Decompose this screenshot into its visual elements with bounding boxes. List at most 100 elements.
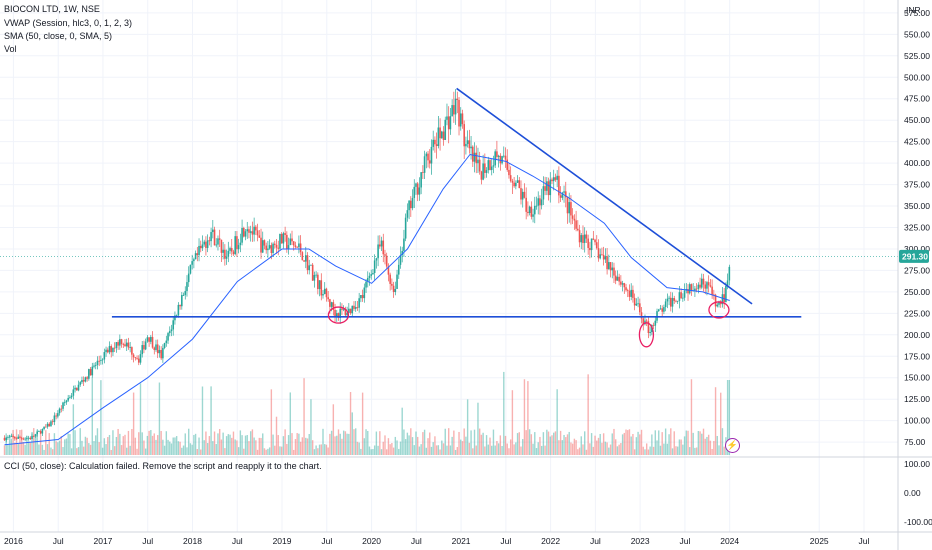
volume-bar	[67, 433, 69, 455]
candle-body	[504, 155, 507, 160]
lightning-icon[interactable]: ⚡	[725, 438, 740, 453]
candle-body	[14, 436, 16, 439]
volume-bar	[584, 431, 586, 455]
price-tick-label: 200.00	[904, 330, 930, 340]
volume-bar	[107, 437, 109, 455]
volume-bar	[272, 434, 274, 455]
candle-body	[82, 380, 85, 382]
volume-bar	[451, 436, 453, 455]
price-tick-label: 550.00	[904, 29, 930, 39]
volume-bar	[112, 430, 114, 455]
volume-bar	[416, 436, 419, 455]
price-tick-label: 575.00	[904, 8, 930, 18]
candles	[3, 89, 731, 443]
volume-bar	[93, 441, 95, 455]
candle-body	[446, 116, 448, 120]
candle-body	[22, 438, 25, 440]
candle-body	[422, 172, 424, 173]
candle-body	[694, 288, 696, 291]
volume-bar	[301, 437, 304, 455]
volume-bar	[387, 438, 390, 455]
candle-body	[589, 247, 591, 251]
volume-bar	[678, 439, 681, 455]
volume-bar	[553, 432, 555, 455]
candle-body	[497, 155, 500, 157]
volume-bar	[439, 449, 441, 455]
volume-bar	[356, 441, 359, 455]
volume-bar	[565, 437, 567, 455]
candle-body	[335, 313, 338, 317]
candle-body	[394, 288, 397, 293]
volume-bar	[394, 436, 397, 455]
volume-bar	[480, 434, 483, 455]
volume-bar	[141, 432, 143, 455]
candle-body	[148, 337, 150, 342]
candle-body	[206, 240, 209, 248]
candle-body	[175, 315, 178, 317]
symbol-title[interactable]: BIOCON LTD, 1W, NSE	[4, 4, 100, 14]
indicator-sma[interactable]: SMA (50, close, 0, SMA, 5)	[4, 31, 113, 41]
volume-bar	[723, 446, 725, 455]
volume-bar	[151, 435, 154, 455]
volume-bar	[155, 439, 157, 455]
volume-bar	[148, 430, 150, 455]
time-axis[interactable]: 2016 Jul 2017 Jul 2018 Jul 2019 Jul 2020 Jul 2021 J…	[4, 536, 870, 546]
volume-bar	[291, 433, 293, 455]
candle-body	[294, 245, 297, 247]
volume-bar	[348, 433, 350, 455]
volume-bar	[594, 435, 596, 455]
volume-bar	[460, 439, 462, 455]
candle-body	[568, 202, 571, 214]
candle-body	[640, 312, 643, 319]
candle-body	[137, 358, 140, 363]
volume-bar	[429, 432, 431, 455]
indicator-vol[interactable]: Vol	[4, 44, 17, 54]
volume-bar	[434, 436, 436, 455]
volume-bar	[637, 431, 639, 455]
volume-bar	[139, 383, 142, 455]
candle-body	[571, 215, 574, 219]
volume-bar	[601, 442, 603, 455]
candle-body	[284, 233, 286, 235]
candle-body	[10, 435, 13, 437]
volume-bar	[7, 444, 9, 455]
candle-body	[191, 261, 193, 265]
candle-body	[24, 438, 26, 440]
volume-bar	[134, 437, 137, 455]
candle-body	[702, 278, 705, 285]
candle-body	[668, 297, 670, 299]
volume-bar	[189, 443, 192, 455]
drawings[interactable]	[111, 87, 802, 348]
volume-bar	[27, 441, 30, 455]
volume-bar	[642, 446, 644, 455]
candle-body	[196, 253, 199, 256]
volume-bar	[379, 431, 381, 455]
volume-bar	[305, 437, 307, 455]
indicator-vwap[interactable]: VWAP (Session, hlc3, 0, 1, 2, 3)	[4, 18, 133, 28]
price-axis[interactable]: 75.00 100.00 125.00 150.00 175.00 200.00 225.0…	[904, 8, 930, 447]
candle-body	[573, 218, 576, 221]
volume-bar	[410, 428, 412, 455]
candle-body	[502, 155, 505, 157]
candle-body	[234, 236, 236, 255]
candle-body	[580, 235, 583, 243]
candle-body	[360, 295, 362, 299]
volume-bar	[36, 430, 38, 455]
candle-body	[559, 195, 562, 198]
candle-body	[718, 301, 720, 305]
time-tick-label: 2021	[452, 536, 471, 546]
candle-body	[51, 421, 54, 423]
volume-bar	[110, 449, 112, 455]
candle-body	[255, 226, 257, 231]
candle-body	[236, 236, 238, 250]
currency-label[interactable]: INR	[906, 5, 921, 15]
candle-body	[459, 113, 462, 127]
candle-body	[241, 227, 243, 243]
volume-bar	[516, 433, 519, 455]
volume-bar	[566, 434, 569, 455]
volume-bar	[367, 430, 369, 455]
candle-body	[377, 244, 379, 259]
volume-bar	[540, 445, 543, 455]
candle-body	[403, 238, 405, 251]
